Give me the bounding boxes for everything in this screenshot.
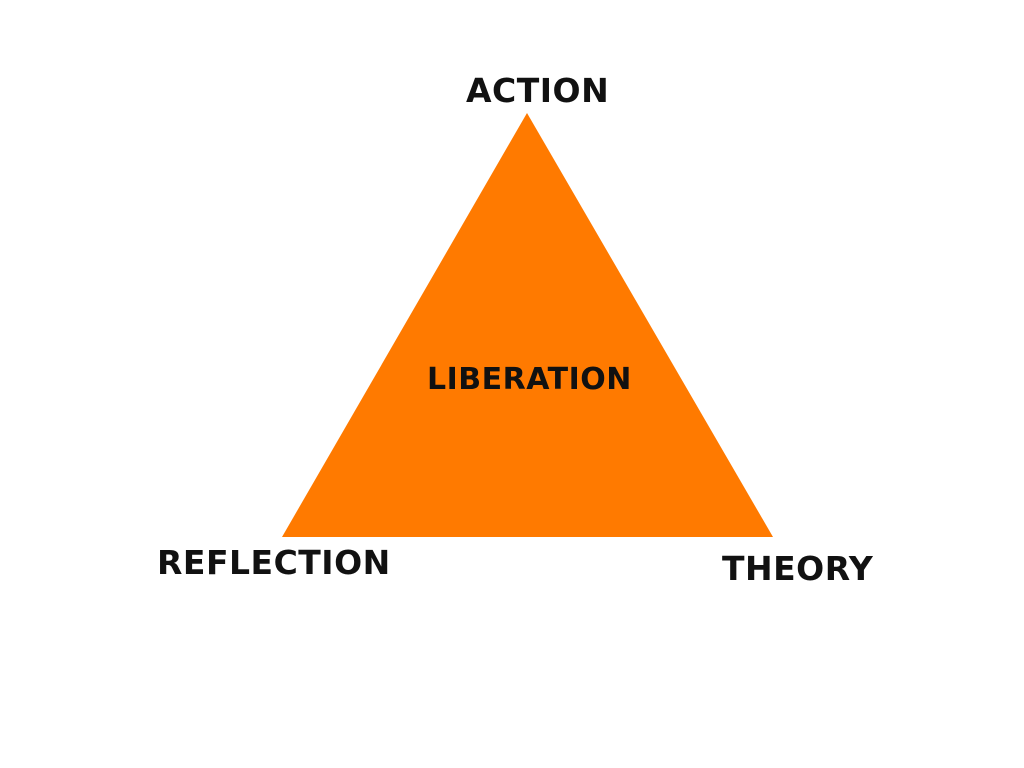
vertex-label-reflection: REFLECTION: [157, 543, 391, 582]
vertex-label-theory: THEORY: [722, 549, 874, 588]
center-label-liberation: LIBERATION: [427, 362, 632, 397]
vertex-label-action: ACTION: [466, 71, 610, 110]
liberation-triangle: [282, 113, 773, 537]
